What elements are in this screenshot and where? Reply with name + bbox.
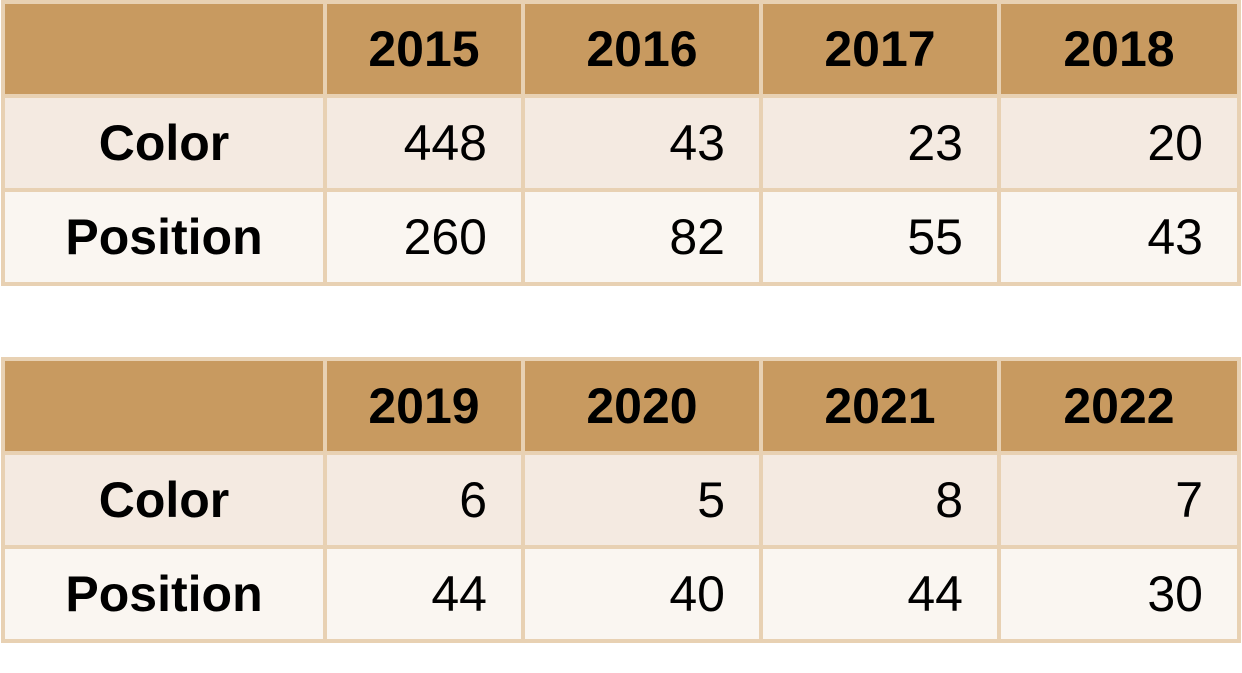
- row-label: Color: [1, 451, 327, 549]
- header-cell: 2019: [323, 357, 525, 455]
- value-cell: 260: [323, 188, 525, 286]
- data-table: 2019 2020 2021 2022 Color 6 5 8 7 Position 44 40 44 3…: [1, 357, 1241, 643]
- header-cell: 2020: [521, 357, 763, 455]
- header-cell: 2022: [997, 357, 1241, 455]
- value-cell: 5: [521, 451, 763, 549]
- value-cell: 44: [323, 545, 525, 643]
- value-cell: 6: [323, 451, 525, 549]
- data-row: Position 260 82 55 43: [1, 188, 1241, 286]
- header-cell: 2016: [521, 0, 763, 98]
- value-cell: 448: [323, 94, 525, 192]
- data-row: Color 6 5 8 7: [1, 451, 1241, 549]
- data-table: 2015 2016 2017 2018 Color 448 43 23 20 Position 26…: [1, 0, 1241, 286]
- data-row: Color 448 43 23 20: [1, 94, 1241, 192]
- row-label: Color: [1, 94, 327, 192]
- value-cell: 20: [997, 94, 1241, 192]
- header-row: 2015 2016 2017 2018: [1, 0, 1241, 98]
- header-corner-cell: [1, 357, 327, 455]
- value-cell: 43: [521, 94, 763, 192]
- value-cell: 43: [997, 188, 1241, 286]
- header-row: 2019 2020 2021 2022: [1, 357, 1241, 455]
- value-cell: 30: [997, 545, 1241, 643]
- value-cell: 55: [759, 188, 1001, 286]
- header-cell: 2017: [759, 0, 1001, 98]
- row-label: Position: [1, 545, 327, 643]
- value-cell: 40: [521, 545, 763, 643]
- header-cell: 2018: [997, 0, 1241, 98]
- data-row: Position 44 40 44 30: [1, 545, 1241, 643]
- header-cell: 2021: [759, 357, 1001, 455]
- row-label: Position: [1, 188, 327, 286]
- value-cell: 7: [997, 451, 1241, 549]
- value-cell: 82: [521, 188, 763, 286]
- value-cell: 8: [759, 451, 1001, 549]
- header-cell: 2015: [323, 0, 525, 98]
- value-cell: 44: [759, 545, 1001, 643]
- value-cell: 23: [759, 94, 1001, 192]
- header-corner-cell: [1, 0, 327, 98]
